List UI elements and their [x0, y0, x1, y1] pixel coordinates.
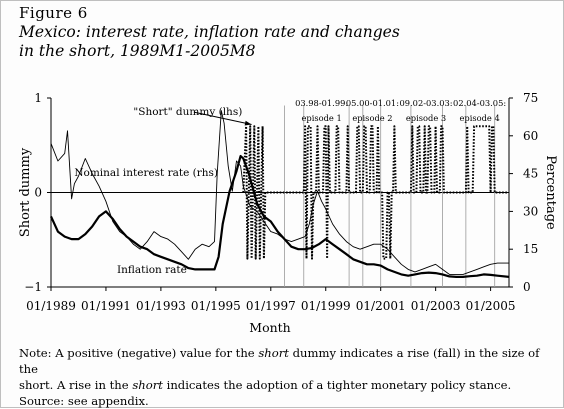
episode-annotation: episode 2 [352, 113, 392, 123]
x-tick-label: 01/2005 [466, 299, 516, 313]
episode-annotation: episode 1 [301, 113, 341, 123]
series-short-dummy [242, 125, 509, 260]
figure-label: Figure 6 [19, 4, 88, 22]
episode-annotation: 05.00-01.01: [346, 98, 399, 108]
note-source: Source: see appendix. [19, 394, 149, 408]
figure-title-line-1: Mexico: interest rate, inflation rate an… [19, 23, 400, 41]
note-line-2: short. A rise in the short indicates the… [19, 377, 559, 393]
y-tick-label-right: 15 [523, 242, 538, 256]
chart-labels: Nominal interest rate (rhs) Inflation rat… [74, 98, 506, 276]
y-tick-label-left: −1 [24, 280, 42, 294]
arrow-head [244, 120, 252, 126]
x-tick-label: 01/1999 [301, 299, 351, 313]
chart-series [49, 110, 510, 278]
note-text-1a: Note: A positive (negative) value for th… [19, 346, 259, 360]
x-tick-label: 01/1989 [26, 299, 76, 313]
y-tick-label-right: 75 [523, 91, 538, 105]
figure-title: Mexico: interest rate, inflation rate an… [19, 23, 539, 61]
note-text-2a: short. A rise in the [19, 378, 133, 392]
y-tick-label-right: 30 [523, 204, 538, 218]
note-text-1b: dummy indicates a rise (fall) in the siz… [19, 346, 540, 376]
x-tick-label: 01/1997 [246, 299, 296, 313]
episode-annotation: episode 3 [406, 113, 446, 123]
episode-lines [284, 105, 496, 287]
y-tick-label-right: 60 [523, 129, 538, 143]
label-short-dummy: "Short" dummy (lhs) [133, 106, 242, 118]
label-nominal-interest-rate: Nominal interest rate (rhs) [74, 167, 218, 179]
y-tick-label-left: 0 [34, 186, 42, 200]
note-text-2b: indicates the adoption of a tighter mone… [162, 378, 512, 392]
chart-axes: 1 0 −1 75 60 45 30 15 0 01/1989 01/1991 01/1993 01/1… [18, 91, 558, 335]
x-tick-label: 01/1995 [191, 299, 241, 313]
figure-title-line-2: in the short, 1989M1-2005M8 [19, 42, 256, 60]
y-tick-label-right: 0 [523, 280, 531, 294]
series-inflation-rate [49, 154, 510, 278]
x-tick-label: 01/2003 [411, 299, 461, 313]
y-axis-title-right: Percentage [543, 155, 558, 230]
y-axis-title-left: Short dummy [18, 147, 33, 237]
episode-annotation: episode 4 [459, 113, 499, 123]
note-emphasis-2: short [132, 378, 163, 392]
x-tick-label: 01/1993 [136, 299, 186, 313]
x-axis-title: Month [249, 320, 290, 335]
x-tick-label: 01/1991 [81, 299, 131, 313]
episode-annotation: 03.98-01.99: [295, 98, 348, 108]
y-tick-label-right: 45 [523, 167, 538, 181]
episode-annotation: 02.04-03.05: [453, 98, 506, 108]
label-inflation-rate: Inflation rate [117, 264, 187, 276]
chart: 1 0 −1 75 60 45 30 15 0 01/1989 01/1991 01/1993 01/1… [18, 91, 558, 335]
y-tick-label-left: 1 [34, 91, 42, 105]
figure-note: Note: A positive (negative) value for th… [19, 345, 559, 409]
note-emphasis-1: short [258, 346, 289, 360]
arrow-line [193, 111, 252, 125]
note-line-1: Note: A positive (negative) value for th… [19, 345, 559, 377]
x-tick-label: 01/2001 [356, 299, 406, 313]
episode-annotation: 09.02-03.03: [399, 98, 452, 108]
